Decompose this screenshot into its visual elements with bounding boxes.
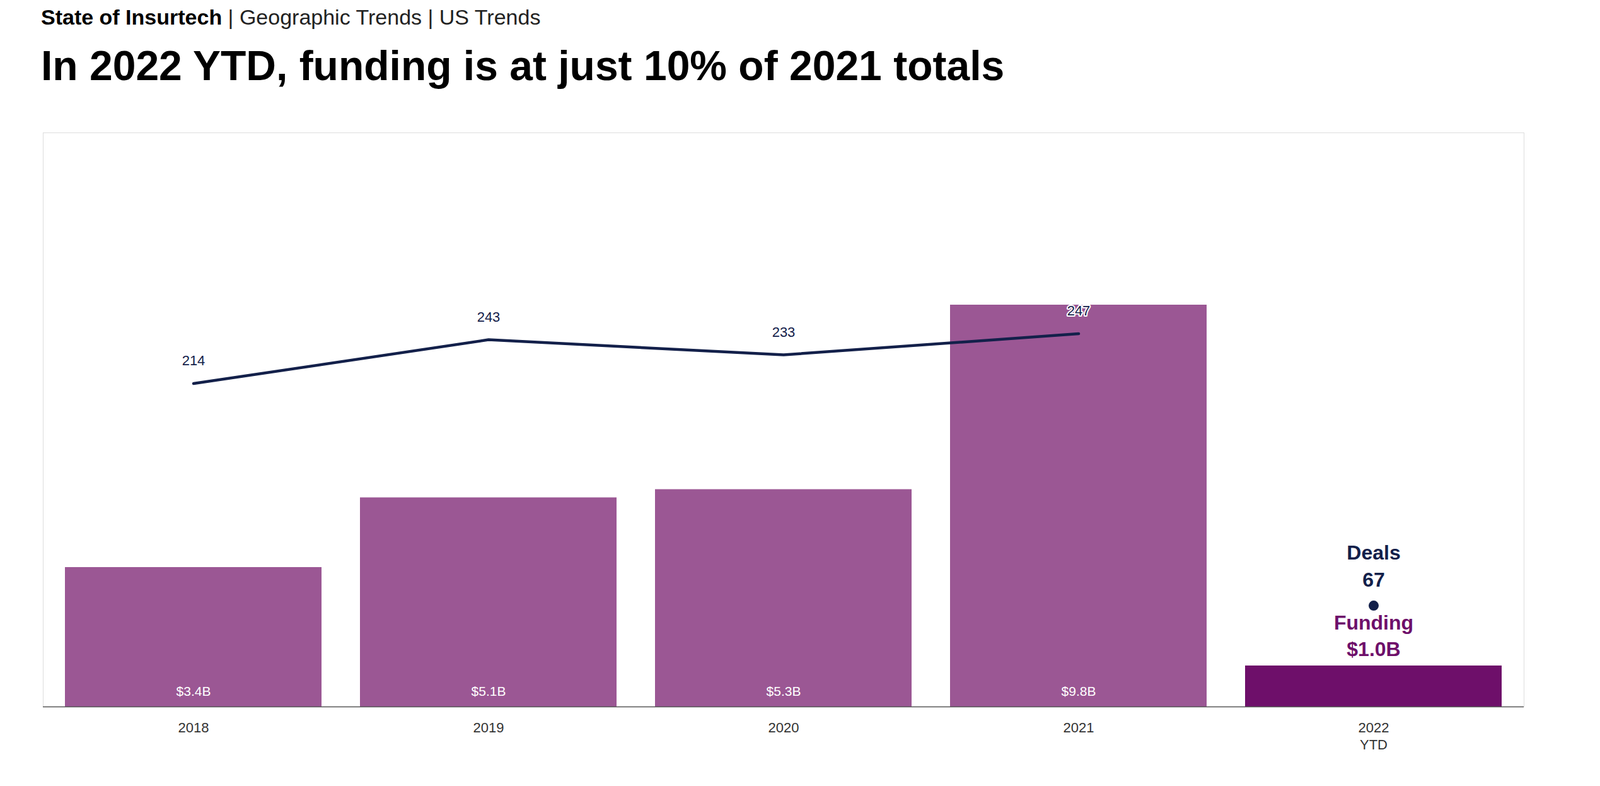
svg-text:247: 247 (1067, 302, 1091, 319)
svg-text:2019: 2019 (473, 719, 505, 736)
svg-text:2021: 2021 (1063, 719, 1095, 736)
svg-text:2018: 2018 (178, 719, 210, 736)
svg-text:$1.0B: $1.0B (1346, 637, 1401, 661)
svg-text:$5.1B: $5.1B (471, 683, 507, 698)
svg-text:67: 67 (1362, 568, 1386, 591)
svg-text:$9.8B: $9.8B (1061, 683, 1097, 698)
svg-text:$5.3B: $5.3B (766, 683, 802, 698)
svg-text:214: 214 (182, 352, 206, 369)
svg-text:243: 243 (477, 308, 501, 325)
svg-text:233: 233 (772, 324, 796, 340)
html-text:State of Insurtech | Geographi: State of Insurtech | Geographic Trends |… (40, 5, 541, 29)
svg-text:Deals: Deals (1346, 540, 1401, 564)
html-text:In 2022 YTD, funding is at jus: In 2022 YTD, funding is at just 10% of 2… (40, 42, 1005, 89)
svg-text:2020: 2020 (768, 719, 800, 736)
svg-text:2022YTD: 2022YTD (1358, 719, 1390, 752)
svg-text:Funding: Funding (1333, 610, 1414, 634)
svg-text:$3.4B: $3.4B (176, 683, 212, 698)
